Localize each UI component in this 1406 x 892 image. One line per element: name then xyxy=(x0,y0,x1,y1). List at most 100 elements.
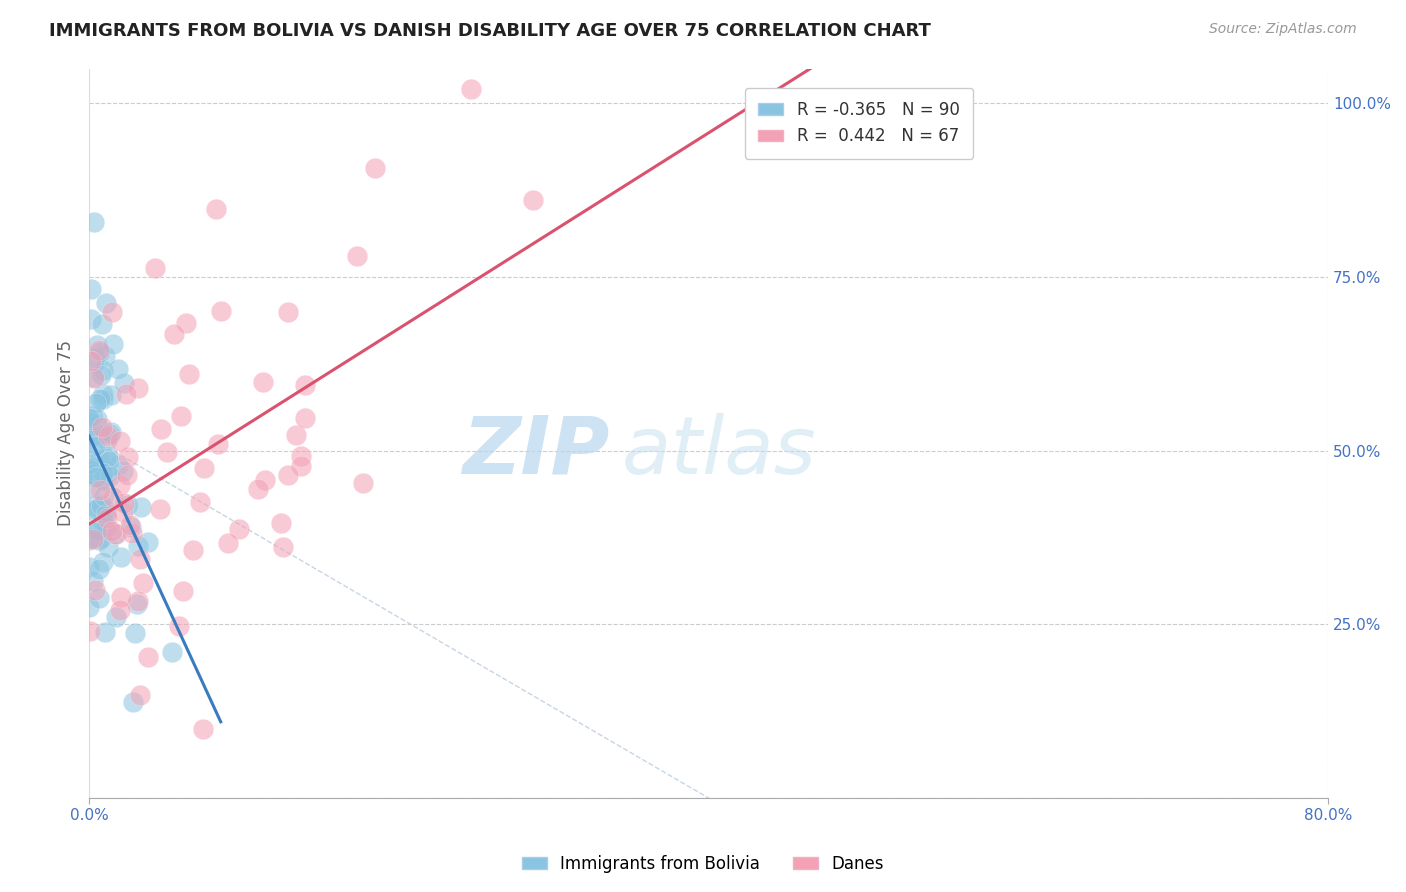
Point xyxy=(94,507,117,521)
Point xyxy=(217,536,239,550)
Point xyxy=(89,392,111,407)
Point xyxy=(97,428,120,442)
Point xyxy=(104,526,127,541)
Point xyxy=(277,305,299,319)
Point xyxy=(86,502,108,516)
Point xyxy=(77,599,100,614)
Point xyxy=(100,388,122,402)
Point xyxy=(127,539,149,553)
Point xyxy=(246,482,269,496)
Point xyxy=(89,452,111,467)
Point xyxy=(170,409,193,423)
Point xyxy=(87,523,110,537)
Point xyxy=(86,525,108,540)
Point xyxy=(105,610,128,624)
Point xyxy=(93,489,115,503)
Point xyxy=(150,422,173,436)
Point xyxy=(98,426,121,441)
Point xyxy=(115,387,138,401)
Point xyxy=(91,555,114,569)
Point xyxy=(207,436,229,450)
Point xyxy=(190,495,212,509)
Point xyxy=(79,416,101,430)
Point xyxy=(94,349,117,363)
Point xyxy=(90,498,112,512)
Point xyxy=(177,367,200,381)
Point xyxy=(79,461,101,475)
Point xyxy=(110,590,132,604)
Point xyxy=(112,464,135,478)
Point xyxy=(148,501,170,516)
Point xyxy=(79,467,101,482)
Point xyxy=(83,356,105,370)
Point xyxy=(290,458,312,473)
Point xyxy=(96,464,118,478)
Point xyxy=(91,392,114,407)
Point xyxy=(121,695,143,709)
Point xyxy=(83,439,105,453)
Point xyxy=(353,475,375,490)
Point xyxy=(79,410,101,425)
Point xyxy=(87,428,110,442)
Point xyxy=(174,317,197,331)
Point xyxy=(96,433,118,447)
Point xyxy=(82,533,104,547)
Point xyxy=(129,689,152,703)
Point xyxy=(128,552,150,566)
Text: ZIP: ZIP xyxy=(463,412,609,491)
Point xyxy=(98,468,121,483)
Point xyxy=(169,619,191,633)
Point xyxy=(94,450,117,465)
Point xyxy=(101,524,124,538)
Point xyxy=(90,531,112,545)
Point xyxy=(162,645,184,659)
Point xyxy=(112,496,135,510)
Point xyxy=(294,377,316,392)
Point xyxy=(284,427,307,442)
Point xyxy=(270,516,292,530)
Point xyxy=(110,550,132,565)
Point xyxy=(84,583,107,598)
Point xyxy=(80,312,103,326)
Point xyxy=(294,411,316,425)
Point xyxy=(83,424,105,438)
Point xyxy=(91,317,114,331)
Point xyxy=(89,464,111,478)
Point xyxy=(118,517,141,532)
Y-axis label: Disability Age Over 75: Disability Age Over 75 xyxy=(58,340,75,526)
Point xyxy=(121,526,143,541)
Point xyxy=(77,560,100,574)
Point xyxy=(115,467,138,482)
Point xyxy=(117,450,139,464)
Point xyxy=(271,540,294,554)
Point xyxy=(228,522,250,536)
Point xyxy=(98,454,121,468)
Point xyxy=(97,449,120,463)
Point xyxy=(97,540,120,554)
Legend: Immigrants from Bolivia, Danes: Immigrants from Bolivia, Danes xyxy=(515,848,891,880)
Point xyxy=(86,470,108,484)
Point xyxy=(91,474,114,488)
Point xyxy=(89,483,111,497)
Point xyxy=(79,503,101,517)
Point xyxy=(290,449,312,463)
Point xyxy=(120,520,142,534)
Point xyxy=(163,326,186,341)
Point xyxy=(82,574,104,589)
Point xyxy=(87,533,110,547)
Point xyxy=(82,409,104,424)
Point xyxy=(89,345,111,359)
Point xyxy=(89,562,111,576)
Point xyxy=(90,368,112,382)
Point xyxy=(82,532,104,546)
Point xyxy=(96,511,118,525)
Point xyxy=(103,337,125,351)
Point xyxy=(86,338,108,352)
Text: Source: ZipAtlas.com: Source: ZipAtlas.com xyxy=(1209,22,1357,37)
Point xyxy=(94,503,117,517)
Point xyxy=(193,461,215,475)
Point xyxy=(132,575,155,590)
Point xyxy=(191,722,214,736)
Point xyxy=(204,202,226,217)
Text: atlas: atlas xyxy=(621,412,817,491)
